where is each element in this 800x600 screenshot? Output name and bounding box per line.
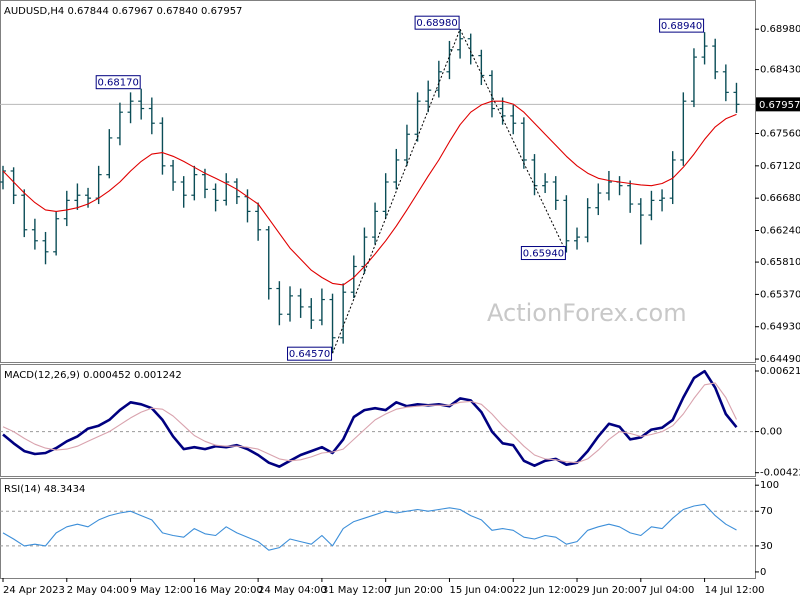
panel-title: MACD(12,26,9) 0.000452 0.001242 (4, 370, 182, 381)
y-tick-label: 70 (760, 506, 773, 517)
x-tick-label: 16 May 20:00 (194, 585, 263, 596)
y-tick-label: 0.64930 (760, 322, 800, 333)
y-tick-label: 0 (760, 567, 766, 578)
x-tick-label: 7 Jul 04:00 (641, 585, 695, 596)
y-tick-label: 30 (760, 541, 773, 552)
y-tick-label: 0.006217 (760, 366, 800, 377)
x-tick-label: 24 May 04:00 (258, 585, 327, 596)
zigzag-line (332, 29, 461, 354)
y-tick-label: 0.65810 (760, 257, 800, 268)
annotation-box (287, 346, 333, 361)
annotation-label: 0.65940 (523, 249, 564, 260)
annotation-box (659, 18, 705, 33)
x-tick-label: 2 May 04:00 (67, 585, 129, 596)
annotation-label: 0.68170 (98, 78, 139, 89)
x-tick-label: 9 May 12:00 (131, 585, 193, 596)
y-tick-label: 0.66680 (760, 193, 800, 204)
x-tick-label: 29 Jun 20:00 (577, 585, 641, 596)
annotation-box (414, 15, 460, 30)
y-tick-label: 0.68430 (760, 65, 800, 76)
watermark: ActionForex.com (487, 299, 687, 327)
y-tick-label: 0.64490 (760, 354, 800, 365)
series-line (2, 503, 737, 551)
annotation-box (95, 75, 141, 90)
y-tick-label: 0.68980 (760, 24, 800, 35)
panel-title: RSI(14) 48.3434 (4, 484, 85, 495)
y-tick-label: 0.66240 (760, 225, 800, 236)
x-tick-label: 14 Jul 12:00 (705, 585, 765, 596)
panel-frame (0, 364, 756, 477)
zigzag-line (459, 28, 567, 253)
annotation-box (520, 246, 566, 261)
series-line (2, 369, 738, 468)
x-tick-label: 15 Jun 04:00 (449, 585, 513, 596)
x-tick-label: 22 Jun 12:00 (513, 585, 577, 596)
panel-title: AUDUSD,H4 0.67844 0.67967 0.67840 0.6795… (4, 6, 242, 17)
x-tick-label: 7 Jun 20:00 (386, 585, 443, 596)
panel-frame (0, 478, 756, 579)
y-tick-label: 100 (760, 480, 779, 491)
x-tick-label: 24 Apr 2023 (3, 585, 65, 596)
series-line (2, 100, 737, 286)
x-tick-label: 31 May 12:00 (322, 585, 391, 596)
annotation-label: 0.64570 (289, 349, 330, 360)
y-tick-label: -0.004221 (760, 468, 800, 479)
y-tick-label: 0.67120 (760, 161, 800, 172)
series-line (2, 382, 737, 464)
y-tick-label: 0.65370 (760, 289, 800, 300)
annotation-label: 0.68980 (416, 18, 457, 29)
y-tick-label: 0.67560 (760, 129, 800, 140)
annotation-label: 0.68940 (661, 21, 702, 32)
last-price-box (756, 97, 800, 112)
last-price-label: 0.67957 (759, 100, 800, 111)
y-tick-label: 0.00 (760, 427, 782, 438)
